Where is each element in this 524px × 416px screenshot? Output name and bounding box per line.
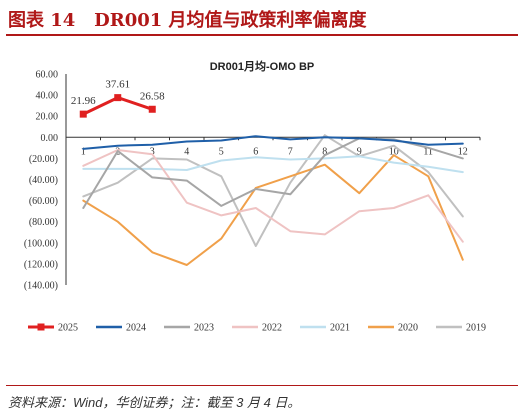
chart-title: DR001月均-OMO BP (210, 59, 315, 73)
legend-label-2021: 2021 (330, 323, 350, 334)
y-tick-label: 60.00 (36, 70, 59, 81)
data-label: 37.61 (105, 79, 130, 91)
series-lines (79, 94, 464, 266)
source-note: 资料来源：Wind，华创证券；注：截至 3 月 4 日。 (8, 395, 301, 410)
data-point-2025 (79, 110, 87, 118)
series-line-2019 (82, 134, 464, 247)
x-tick-label: 4 (184, 146, 189, 157)
figure-title: 图表 14 DR001 月均值与政策利率偏离度 (8, 6, 367, 32)
data-label: 21.96 (71, 95, 96, 107)
figure-label: 图表 14 (8, 10, 76, 31)
x-tick-label: 12 (458, 146, 468, 157)
y-tick-label: (20.00) (29, 154, 58, 165)
x-tick-label: 3 (150, 146, 155, 157)
legend-label-2025: 2025 (58, 323, 78, 334)
legend-label-2019: 2019 (466, 323, 486, 334)
y-tick-label: 0.00 (41, 133, 59, 144)
data-point-2025 (114, 94, 122, 102)
x-tick-label: 8 (322, 146, 327, 157)
data-point-2025 (148, 105, 156, 113)
series-line-2024 (82, 135, 464, 150)
y-tick-label: 20.00 (36, 112, 59, 123)
x-tick-label: 5 (219, 146, 224, 157)
legend-label-2023: 2023 (194, 323, 214, 334)
y-tick-label: 40.00 (36, 91, 59, 102)
axes (65, 74, 480, 285)
y-tick-label: (140.00) (24, 281, 58, 292)
x-tick-label: 11 (423, 146, 433, 157)
series-line-2021 (82, 155, 464, 174)
y-tick-label: (60.00) (29, 196, 58, 207)
x-axis-tick-labels: 1 2 3 4 5 6 7 8 9 10 11 12 (81, 137, 481, 157)
x-tick-label: 6 (253, 146, 258, 157)
footer-rule (6, 385, 518, 386)
y-tick-label: (80.00) (29, 217, 58, 228)
legend-label-2020: 2020 (398, 323, 418, 334)
series-line-2022 (82, 149, 464, 243)
y-axis-tick-labels: 60.00 40.00 20.00 0.00 (20.00) (40.00) (60.00)… (24, 70, 58, 292)
x-tick-label: 7 (288, 146, 293, 157)
x-tick-label: 9 (357, 146, 362, 157)
data-label: 26.58 (140, 90, 165, 102)
legend: 2025 2024 2023 2022 2021 2020 2019 (28, 323, 486, 334)
figure-header: 图表 14 DR001 月均值与政策利率偏离度 (0, 0, 524, 38)
y-tick-label: (40.00) (29, 175, 58, 186)
series-line-2020 (82, 154, 464, 266)
header-rule (6, 34, 518, 36)
legend-marker-2025 (37, 323, 45, 331)
figure-title-text: DR001 月均值与政策利率偏离度 (94, 10, 367, 31)
y-tick-label: (120.00) (24, 259, 58, 270)
legend-label-2022: 2022 (262, 323, 282, 334)
legend-label-2024: 2024 (126, 323, 146, 334)
y-tick-label: (100.00) (24, 238, 58, 249)
series-line-2023 (82, 137, 464, 209)
x-tick-label: 10 (389, 146, 399, 157)
x-tick-label: 1 (81, 146, 86, 157)
data-labels: 21.96 37.61 26.58 (71, 79, 165, 108)
